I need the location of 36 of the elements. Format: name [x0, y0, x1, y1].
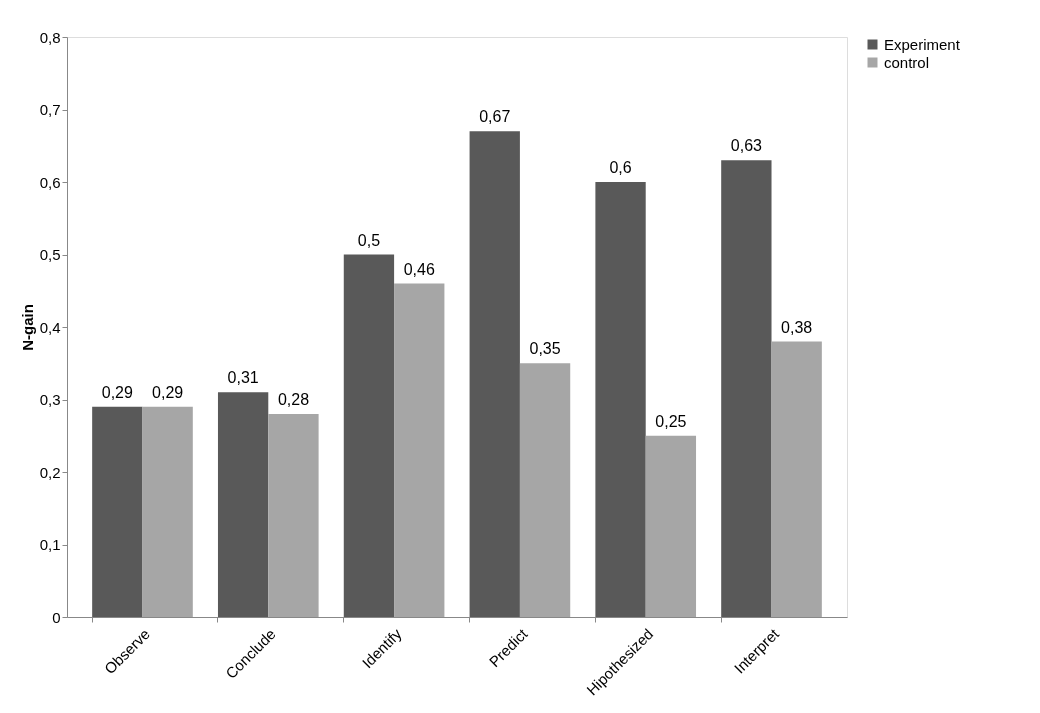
bar: [217, 392, 269, 617]
data-label: 0,25: [655, 412, 687, 430]
bar: [394, 283, 445, 617]
data-label: 0,29: [101, 383, 133, 401]
data-label: 0,46: [403, 260, 435, 278]
y-tick-label: 0,1: [39, 536, 61, 553]
bar: [92, 406, 143, 617]
y-tick-label: 0: [52, 608, 61, 626]
y-tick-label: 0,4: [39, 318, 61, 336]
data-label: 0,29: [152, 383, 184, 401]
bar: [721, 160, 772, 617]
legend-label: Experiment: [884, 35, 961, 53]
y-tick-label: 0,6: [39, 173, 61, 191]
data-label: 0,6: [609, 159, 632, 176]
bar: [469, 131, 520, 617]
data-label: 0,28: [277, 391, 310, 408]
bar: [519, 363, 571, 617]
bar: [771, 341, 822, 617]
data-label: 0,38: [781, 318, 813, 336]
data-label: 0,5: [357, 231, 381, 249]
y-tick-label: 0,8: [39, 28, 61, 46]
data-label: 0,31: [227, 369, 259, 387]
y-tick-label: 0,3: [39, 391, 61, 408]
data-label: 0,67: [479, 108, 511, 126]
bar: [343, 254, 395, 617]
y-axis-title: N-gain: [18, 304, 36, 351]
data-label: 0,35: [529, 340, 561, 358]
bar: [268, 414, 319, 617]
y-tick-label: 0,7: [39, 101, 61, 118]
legend-label: control: [884, 53, 930, 71]
bar: [142, 406, 193, 617]
data-label: 0,63: [730, 137, 763, 155]
y-tick-label: 0,5: [39, 246, 61, 263]
bar: [595, 182, 646, 617]
y-tick-label: 0,2: [39, 463, 61, 481]
bar: [645, 435, 697, 617]
